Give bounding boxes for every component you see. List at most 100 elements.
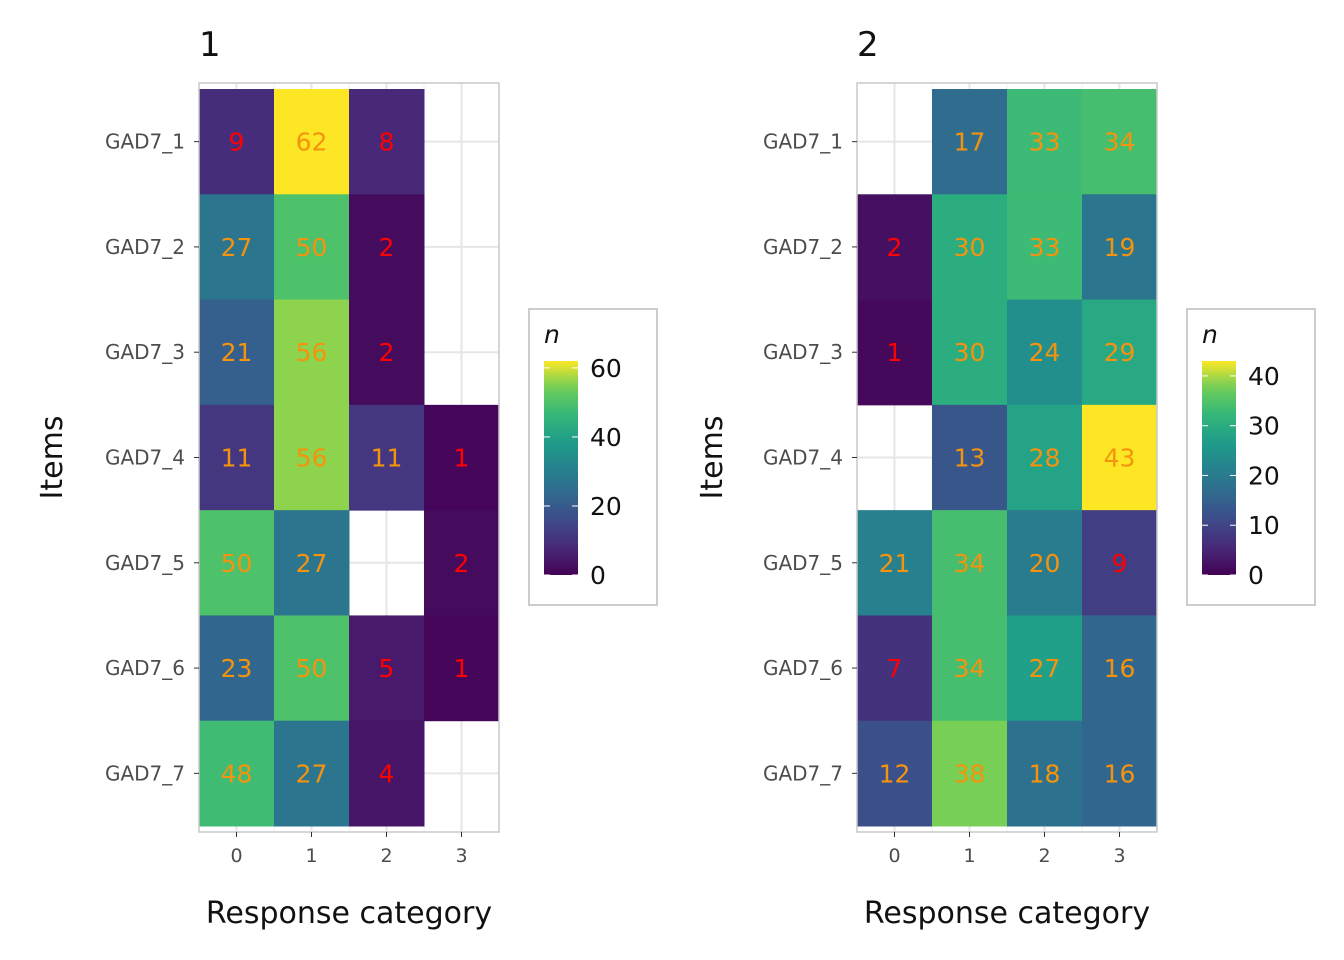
cell-value-label: 56 [296,338,328,367]
cell-value-label: 20 [1029,549,1061,578]
heatmap-cell [1082,89,1158,195]
y-tick-label: GAD7_1 [105,130,185,154]
heatmap-cell [1082,299,1158,406]
heatmap-cell [1007,299,1083,406]
heatmap-cell [857,720,933,827]
cell-value-label: 2 [379,338,395,367]
legend-tick-label: 60 [590,354,622,383]
heatmap-cell [349,720,425,827]
legend-tick-label: 40 [1248,362,1280,391]
heatmap-cell [349,404,425,511]
heatmap-cell [857,194,933,301]
cell-value-label: 27 [296,549,328,578]
heatmap-cell [857,615,933,722]
legend-tick-label: 0 [1248,561,1264,590]
heatmap-cell [1007,89,1083,195]
y-tick-label: GAD7_5 [105,551,185,575]
x-axis-title: Response category [206,896,492,931]
panel-title: 1 [199,25,221,65]
legend-tick-label: 20 [1248,461,1280,490]
cell-value-label: 1 [887,338,903,367]
cell-value-label: 50 [296,233,328,262]
cell-value-label: 48 [221,759,253,788]
cell-value-label: 5 [379,654,395,683]
y-tick-label: GAD7_7 [105,761,185,785]
cell-value-label: 23 [221,654,253,683]
cell-value-label: 62 [296,128,328,157]
legend: n 0 10 20 30 40 [1186,308,1316,606]
x-tick-label: 2 [380,845,392,867]
cell-value-label: 38 [954,759,986,788]
legend-title: n [1202,320,1218,349]
y-tick-label: GAD7_2 [105,235,185,259]
cell-value-label: 9 [229,128,245,157]
heatmap-cell [1007,404,1083,511]
heatmap-cell [424,404,500,511]
heatmap-cell [199,299,275,406]
heatmap-cell [1007,194,1083,301]
colorbar [1202,361,1236,575]
cell-value-label: 11 [371,444,403,473]
heatmap-cell [274,510,350,616]
heatmap-cell [1007,720,1083,827]
cell-value-label: 21 [221,338,253,367]
cell-value-label: 16 [1104,654,1136,683]
heatmap-cell [349,194,425,301]
heatmap-cell [1082,510,1158,616]
cell-value-label: 1 [454,444,470,473]
cell-value-label: 16 [1104,759,1136,788]
x-tick-label: 1 [305,845,317,867]
heatmap-cell [424,615,500,722]
cell-value-label: 27 [296,759,328,788]
x-axis-title: Response category [864,896,1150,931]
cell-value-label: 56 [296,444,328,473]
cell-value-label: 2 [887,233,903,262]
heatmap-cell [199,510,275,616]
heatmap-cell [199,720,275,827]
heatmap-cell [857,299,933,406]
cell-value-label: 28 [1029,444,1061,473]
heatmap-cell [1082,404,1158,511]
panel-1: 19 62 827 50 221 56 211 56 11 150 27 223 50 5 148 27 4GA… [35,25,658,931]
heatmap-cell [274,89,350,195]
y-tick-label: GAD7_3 [763,340,843,364]
cell-value-label: 12 [879,759,911,788]
legend: n 0 20 40 60 [528,308,658,606]
heatmap-cell [424,510,500,616]
x-tick-label: 2 [1038,845,1050,867]
cell-value-label: 17 [954,128,986,157]
cell-value-label: 29 [1104,338,1136,367]
cell-value-label: 4 [379,759,395,788]
heatmap-cell [932,510,1008,616]
cell-value-label: 19 [1104,233,1136,262]
heatmap-cell [199,89,275,195]
heatmap-cell [274,720,350,827]
heatmap-cell [274,615,350,722]
cell-value-label: 43 [1104,444,1136,473]
legend-tick-label: 40 [590,423,622,452]
panel-title: 2 [857,25,879,65]
cell-value-label: 30 [954,233,986,262]
heatmap-cell [349,615,425,722]
colorbar [544,361,578,575]
heatmap-cell [1007,615,1083,722]
cell-value-label: 33 [1029,128,1061,157]
x-tick-label: 1 [963,845,975,867]
legend-tick-label: 0 [590,561,606,590]
heatmap-cell [1082,615,1158,722]
legend-title: n [544,320,560,349]
heatmap-cell [349,299,425,406]
y-tick-label: GAD7_7 [763,761,843,785]
heatmap-cell [274,299,350,406]
y-tick-label: GAD7_2 [763,235,843,259]
cell-value-label: 34 [954,549,986,578]
cell-value-label: 21 [879,549,911,578]
cell-value-label: 9 [1112,549,1128,578]
legend-tick-label: 30 [1248,412,1280,441]
heatmap-cell [199,404,275,511]
cell-value-label: 27 [1029,654,1061,683]
y-axis-title: Items [695,416,730,500]
y-tick-label: GAD7_4 [763,446,843,470]
